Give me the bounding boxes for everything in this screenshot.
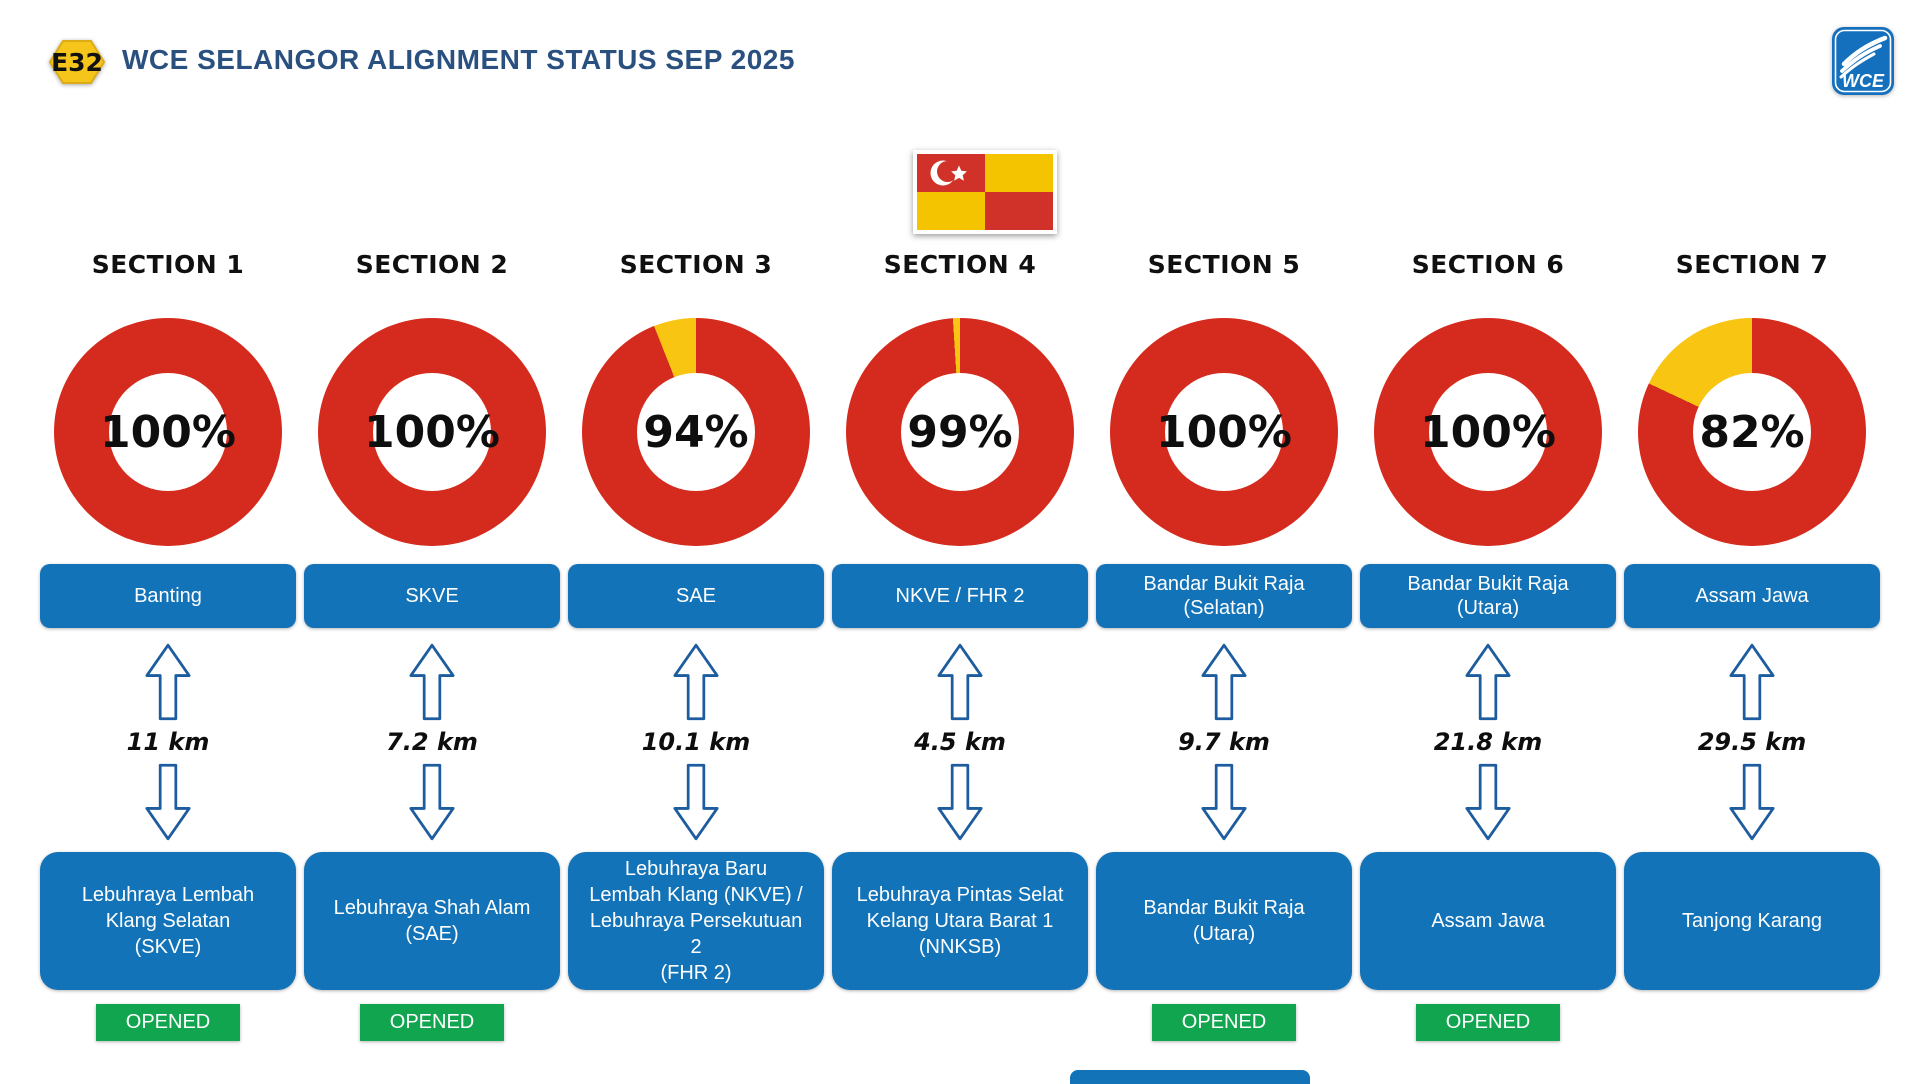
section-title: SECTION 4 [883, 250, 1037, 279]
donut-chart: 100% [1110, 318, 1338, 546]
arrow-down-icon [673, 763, 719, 841]
distance-connector: 4.5 km [832, 642, 1088, 842]
arrow-up-icon [937, 643, 983, 721]
donut-percent-label: 94% [643, 406, 749, 458]
donut-chart: 82% [1638, 318, 1866, 546]
donut-hole: 82% [1693, 373, 1811, 491]
to-box: Tanjong Karang [1624, 852, 1880, 990]
to-box: Bandar Bukit Raja (Utara) [1096, 852, 1352, 990]
donut-percent-label: 100% [364, 406, 500, 458]
section-column-3: SECTION 3 94% SAE 10.1 km Lebuhraya Baru… [568, 250, 824, 1054]
distance-label: 10.1 km [641, 728, 751, 756]
from-box: SKVE [304, 564, 560, 628]
donut-hole: 100% [1420, 373, 1556, 491]
section-title: SECTION 3 [619, 250, 773, 279]
donut-hole: 94% [637, 373, 755, 491]
distance-connector: 7.2 km [304, 642, 560, 842]
section-title: SECTION 1 [91, 250, 245, 279]
donut-chart: 94% [582, 318, 810, 546]
distance-label: 29.5 km [1697, 728, 1807, 756]
opened-badge: OPENED [95, 1004, 241, 1041]
to-box: Lebuhraya Shah Alam (SAE) [304, 852, 560, 990]
header: E32 WCE SELANGOR ALIGNMENT STATUS SEP 20… [0, 0, 1920, 110]
section-title: SECTION 6 [1411, 250, 1565, 279]
arrow-up-icon [673, 643, 719, 721]
distance-connector: 21.8 km [1360, 642, 1616, 842]
opened-badge: OPENED [1151, 1004, 1297, 1041]
logo-text: WCE [1842, 71, 1885, 91]
distance-connector: 11 km [40, 642, 296, 842]
arrow-down-icon [1465, 763, 1511, 841]
donut-percent-label: 100% [1156, 406, 1292, 458]
from-box: Bandar Bukit Raja (Selatan) [1096, 564, 1352, 628]
donut-hole: 100% [364, 373, 500, 491]
section-column-2: SECTION 2 100% SKVE 7.2 km Lebuhraya Sha… [304, 250, 560, 1054]
section-title: SECTION 5 [1147, 250, 1301, 279]
donut-chart: 100% [1374, 318, 1602, 546]
from-box: Bandar Bukit Raja (Utara) [1360, 564, 1616, 628]
opened-badge: OPENED [359, 1004, 505, 1041]
from-box: SAE [568, 564, 824, 628]
distance-connector: 29.5 km [1624, 642, 1880, 842]
arrow-down-icon [409, 763, 455, 841]
from-box: Banting [40, 564, 296, 628]
badge-text: E32 [51, 48, 103, 77]
donut-hole: 100% [100, 373, 236, 491]
from-box: Assam Jawa [1624, 564, 1880, 628]
selangor-flag-image [917, 154, 1053, 230]
wce-logo: WCE [1832, 27, 1894, 95]
donut-chart: 100% [318, 318, 546, 546]
arrow-up-icon [1729, 643, 1775, 721]
arrow-up-icon [145, 643, 191, 721]
to-box: Lebuhraya Baru Lembah Klang (NKVE) / Leb… [568, 852, 824, 990]
donut-chart: 99% [846, 318, 1074, 546]
distance-connector: 10.1 km [568, 642, 824, 842]
opened-badge: OPENED [1415, 1004, 1561, 1041]
section-column-4: SECTION 4 99% NKVE / FHR 2 4.5 km Lebuhr… [832, 250, 1088, 1054]
to-box: Lebuhraya Lembah Klang Selatan (SKVE) [40, 852, 296, 990]
donut-percent-label: 82% [1699, 406, 1805, 458]
section-title: SECTION 2 [355, 250, 509, 279]
arrow-down-icon [937, 763, 983, 841]
selangor-flag [913, 150, 1057, 234]
to-box: Assam Jawa [1360, 852, 1616, 990]
arrow-down-icon [1729, 763, 1775, 841]
section-column-5: SECTION 5 100% Bandar Bukit Raja (Selata… [1096, 250, 1352, 1054]
distance-label: 21.8 km [1433, 728, 1543, 756]
section-title: SECTION 7 [1675, 250, 1829, 279]
arrow-up-icon [409, 643, 455, 721]
sections-grid: SECTION 1 100% Banting 11 km Lebuhraya L… [40, 250, 1880, 1054]
page-title: WCE SELANGOR ALIGNMENT STATUS SEP 2025 [122, 44, 795, 75]
donut-percent-label: 100% [1420, 406, 1556, 458]
section-column-7: SECTION 7 82% Assam Jawa 29.5 km Tanjong… [1624, 250, 1880, 1054]
e32-route-shield-icon: E32 [48, 40, 106, 84]
donut-chart: 100% [54, 318, 282, 546]
donut-hole: 100% [1156, 373, 1292, 491]
donut-hole: 99% [901, 373, 1019, 491]
donut-percent-label: 99% [907, 406, 1013, 458]
arrow-down-icon [1201, 763, 1247, 841]
section-column-6: SECTION 6 100% Bandar Bukit Raja (Utara)… [1360, 250, 1616, 1054]
arrow-down-icon [145, 763, 191, 841]
arrow-up-icon [1465, 643, 1511, 721]
distance-label: 7.2 km [386, 728, 478, 756]
distance-connector: 9.7 km [1096, 642, 1352, 842]
distance-label: 11 km [126, 728, 210, 756]
section-column-1: SECTION 1 100% Banting 11 km Lebuhraya L… [40, 250, 296, 1054]
clipped-blue-box [1070, 1070, 1310, 1084]
distance-label: 4.5 km [914, 728, 1006, 756]
from-box: NKVE / FHR 2 [832, 564, 1088, 628]
donut-percent-label: 100% [100, 406, 236, 458]
to-box: Lebuhraya Pintas Selat Kelang Utara Bara… [832, 852, 1088, 990]
distance-label: 9.7 km [1178, 728, 1270, 756]
arrow-up-icon [1201, 643, 1247, 721]
